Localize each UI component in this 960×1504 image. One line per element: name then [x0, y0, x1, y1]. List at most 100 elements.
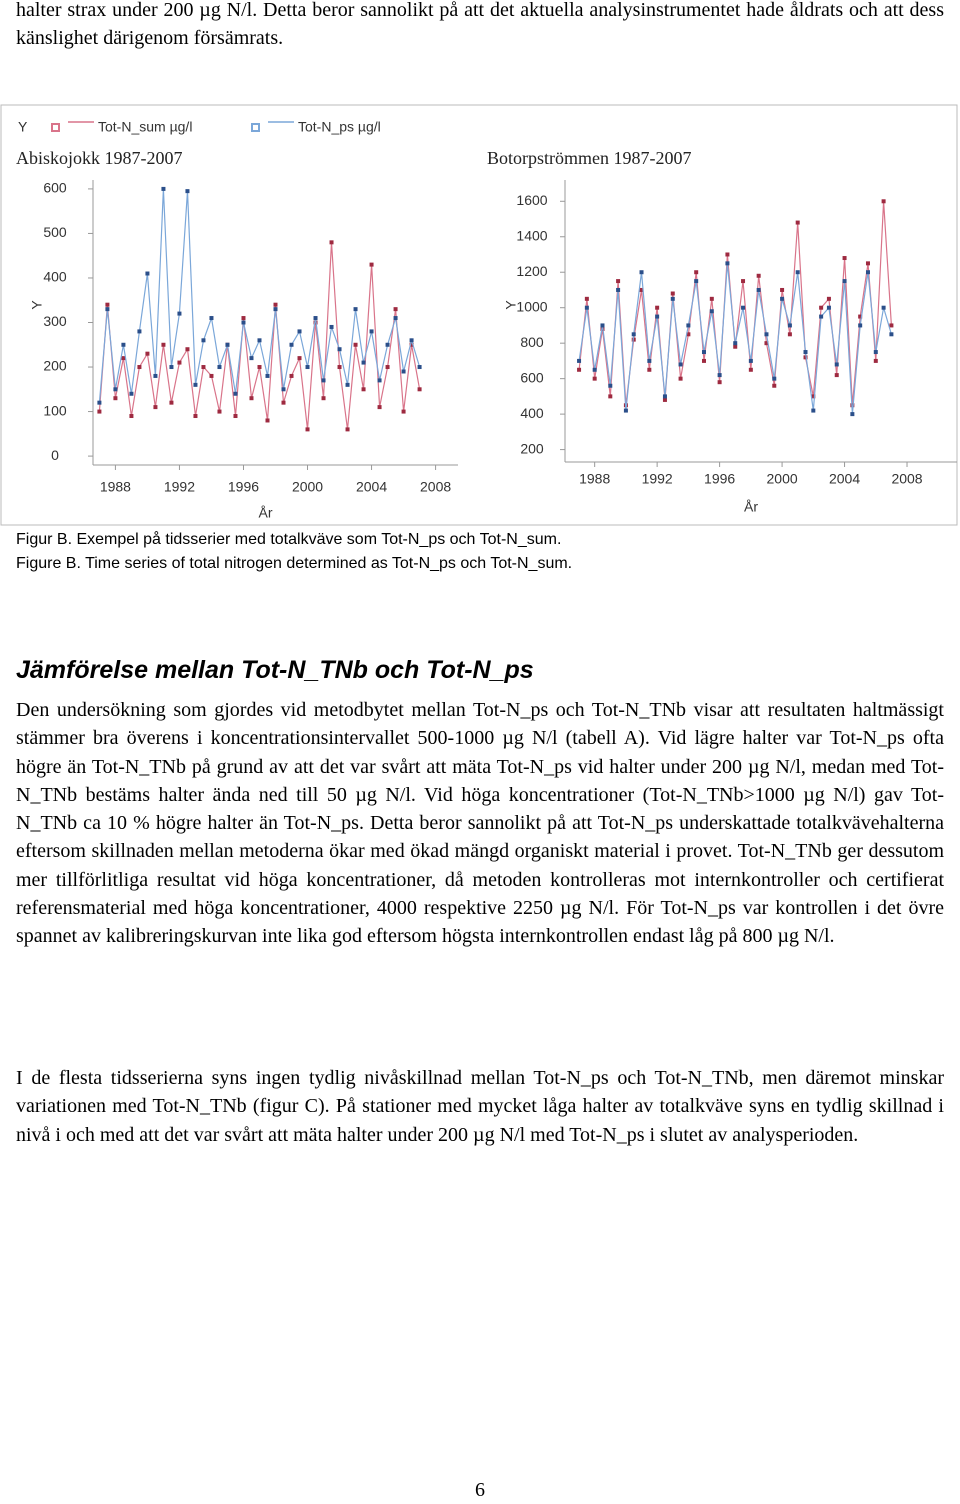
data-point: [733, 344, 738, 349]
data-point: [858, 323, 863, 328]
data-point: [686, 323, 691, 328]
data-point: [209, 316, 214, 321]
data-point: [592, 376, 597, 381]
data-point: [655, 314, 660, 319]
series-line: [578, 201, 892, 406]
data-point: [113, 396, 118, 401]
data-point: [756, 287, 761, 292]
data-point: [129, 414, 134, 419]
data-point: [345, 382, 350, 387]
data-point: [289, 342, 294, 347]
data-point: [385, 342, 390, 347]
data-point: [694, 279, 699, 284]
y-tick-label: 500: [43, 224, 67, 240]
data-point: [321, 396, 326, 401]
section-heading: Jämförelse mellan Tot-N_TNb och Tot-N_ps: [16, 656, 534, 684]
caption: Figur B. Exempel på tidsserier med total…: [16, 531, 562, 548]
data-point: [826, 305, 831, 310]
data-point: [600, 323, 605, 328]
data-point: [834, 373, 839, 378]
x-tick-label: 1988: [100, 479, 131, 495]
data-point: [401, 409, 406, 414]
data-point: [803, 355, 808, 360]
data-point: [105, 302, 110, 307]
data-point: [393, 307, 398, 312]
data-point: [377, 378, 382, 383]
data-point: [233, 414, 238, 419]
data-point: [409, 342, 414, 347]
data-point: [639, 287, 644, 292]
data-point: [889, 332, 894, 337]
data-point: [873, 350, 878, 355]
data-point: [795, 270, 800, 275]
data-point: [353, 307, 358, 312]
series-line: [98, 242, 421, 430]
data-point: [834, 362, 839, 367]
legend-title: Y: [18, 119, 28, 135]
data-point: [377, 405, 382, 410]
data-point: [233, 391, 238, 396]
legend-marker: [251, 123, 260, 132]
data-point: [865, 261, 870, 266]
data-point: [345, 427, 350, 432]
data-point: [369, 262, 374, 267]
data-point: [616, 287, 621, 292]
data-point: [273, 302, 278, 307]
data-point: [361, 387, 366, 392]
chart-title: Botorpströmmen 1987-2007: [487, 148, 692, 168]
x-tick-label: 1992: [164, 479, 195, 495]
data-point: [756, 273, 761, 278]
data-point: [249, 356, 254, 361]
data-point: [353, 342, 358, 347]
data-point: [217, 409, 222, 414]
data-point: [717, 380, 722, 385]
data-point: [741, 305, 746, 310]
data-point: [725, 261, 730, 266]
data-point: [803, 350, 808, 355]
data-point: [811, 394, 816, 399]
data-point: [105, 307, 110, 312]
data-point: [865, 270, 870, 275]
data-point: [217, 365, 222, 370]
data-point: [193, 414, 198, 419]
data-point: [281, 387, 286, 392]
data-point: [305, 427, 310, 432]
data-point: [889, 323, 894, 328]
data-point: [257, 365, 262, 370]
data-point: [584, 296, 589, 301]
data-point: [265, 418, 270, 423]
data-point: [764, 332, 769, 337]
data-point: [305, 365, 310, 370]
data-point: [858, 314, 863, 319]
data-point: [577, 367, 582, 372]
data-point: [161, 186, 166, 191]
data-point: [185, 347, 190, 352]
x-tick-label: 2004: [829, 471, 860, 487]
y-tick-label: 200: [43, 358, 67, 374]
data-point: [265, 373, 270, 378]
data-point: [121, 342, 126, 347]
data-point: [733, 341, 738, 346]
data-point: [209, 373, 214, 378]
data-point: [137, 365, 142, 370]
data-point: [881, 199, 886, 204]
data-point: [289, 373, 294, 378]
data-point: [169, 400, 174, 405]
data-point: [385, 365, 390, 370]
data-point: [153, 373, 158, 378]
y-tick-label: 1400: [516, 227, 547, 243]
data-point: [193, 382, 198, 387]
data-point: [129, 391, 134, 396]
data-point: [725, 252, 730, 257]
data-point: [873, 358, 878, 363]
data-point: [409, 338, 414, 343]
y-tick-label: 400: [43, 269, 67, 285]
data-point: [297, 329, 302, 334]
y-tick-label: 600: [43, 180, 67, 196]
data-point: [662, 397, 667, 402]
y-tick-label: 1600: [516, 192, 547, 208]
data-point: [313, 316, 318, 321]
x-tick-label: 2008: [420, 479, 451, 495]
data-point: [881, 305, 886, 310]
